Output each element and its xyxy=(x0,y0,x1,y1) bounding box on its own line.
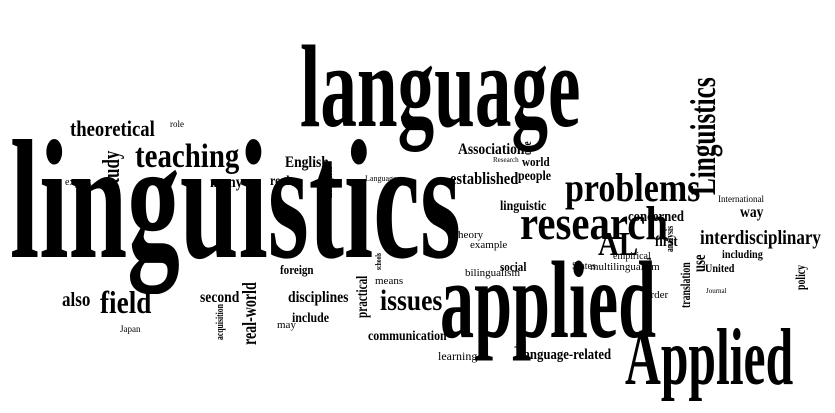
word-also: also xyxy=(62,289,91,311)
word-empirical: empirical xyxy=(613,251,651,262)
word-second: second xyxy=(200,289,240,306)
word-Research-small: Research xyxy=(493,156,519,164)
word-field: field xyxy=(100,284,152,320)
word-problems: problems xyxy=(565,165,701,210)
word-may: may xyxy=(277,319,296,331)
word-linguistics: linguistics xyxy=(10,106,461,294)
word-many: many xyxy=(210,174,243,191)
word-include: include xyxy=(292,311,330,326)
word-research: research xyxy=(520,197,669,250)
word-example: example xyxy=(470,239,508,251)
word-policy: policy xyxy=(794,264,809,290)
word-theory: theory xyxy=(455,229,484,241)
word-Language-small: Language xyxy=(365,174,397,183)
word-Association: Association xyxy=(458,141,525,158)
word-study: study xyxy=(99,150,125,190)
word-analysis: analysis xyxy=(664,225,676,252)
word-language: language xyxy=(300,21,581,152)
word-order: order xyxy=(645,289,669,301)
word-Applied-capital: Applied xyxy=(625,314,794,402)
word-United: United xyxy=(705,261,735,275)
word-people: people xyxy=(518,169,552,184)
word-Japan: Japan xyxy=(120,324,141,334)
word-teaching: teaching xyxy=(135,138,240,175)
word-issues: issues xyxy=(380,284,443,317)
word-means: means xyxy=(375,275,404,287)
word-communication: communication xyxy=(368,329,447,344)
word-acquisition: acquisition xyxy=(214,304,226,340)
word-interdisciplinary: interdisciplinary xyxy=(700,227,821,249)
word-linguistic: linguistic xyxy=(500,199,547,214)
word-International: International xyxy=(718,194,764,204)
word-including: including xyxy=(722,247,763,261)
word-disciplines: disciplines xyxy=(288,289,349,306)
word-translation: translation xyxy=(679,262,694,308)
word-Australia: Australia xyxy=(644,257,653,280)
word-schools: schools xyxy=(374,252,383,270)
word-real: real xyxy=(270,174,290,189)
word-Linguistics-vertical: Linguistics xyxy=(683,77,723,195)
word-language-related: language-related xyxy=(520,347,612,363)
word-social: social xyxy=(500,259,527,274)
word-Journal: Journal xyxy=(706,287,727,295)
word-real-world: real-world xyxy=(239,282,261,345)
word-AL: AL xyxy=(598,226,639,263)
word-concerned: concerned xyxy=(628,209,684,225)
word-one: one xyxy=(519,141,534,155)
word-foreign: foreign xyxy=(280,262,314,277)
word-applied: applied xyxy=(440,239,657,361)
word-role: role xyxy=(170,119,184,129)
word-way: way xyxy=(740,204,764,221)
word-practical: practical xyxy=(354,275,371,318)
word-insights: insights xyxy=(321,165,336,198)
word-established: established xyxy=(450,169,519,188)
word-culture: culture xyxy=(514,333,525,355)
word-States: States xyxy=(572,261,596,272)
word-English: English xyxy=(285,154,329,171)
word-theoretical: theoretical xyxy=(70,116,155,141)
word-expect: expect xyxy=(65,177,92,188)
word-bilingualism: bilingualism xyxy=(465,267,520,279)
word-learning: learning xyxy=(438,349,478,363)
word-world: world xyxy=(522,154,550,169)
word-multilingualism: multilingualism xyxy=(590,261,660,273)
word-first: first xyxy=(655,234,678,250)
